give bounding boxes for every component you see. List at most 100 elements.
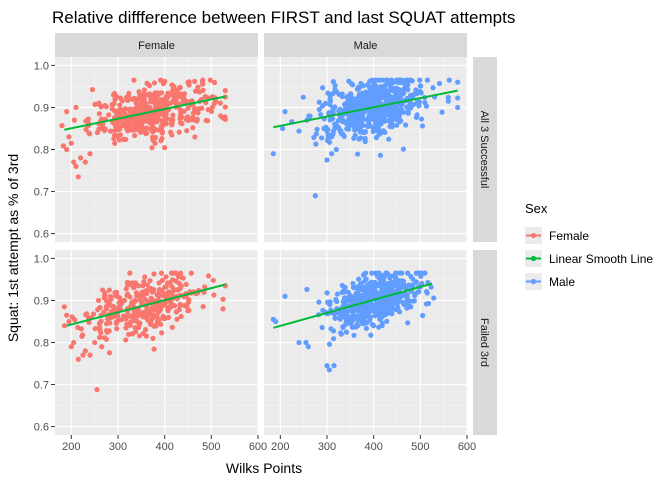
data-point bbox=[365, 114, 372, 121]
data-point-outlier bbox=[305, 344, 311, 350]
data-point bbox=[184, 128, 190, 134]
data-point bbox=[97, 327, 103, 333]
data-point bbox=[376, 324, 382, 330]
data-point bbox=[111, 108, 117, 114]
data-point bbox=[422, 99, 428, 106]
data-point bbox=[378, 121, 384, 127]
data-point bbox=[96, 320, 103, 326]
data-point bbox=[151, 271, 157, 277]
y-tick-label: 0.8 bbox=[34, 338, 49, 350]
data-point bbox=[406, 282, 412, 288]
panel-female-1 bbox=[55, 250, 259, 435]
data-point bbox=[404, 299, 410, 306]
data-point bbox=[419, 123, 426, 129]
data-point bbox=[87, 131, 93, 137]
data-point bbox=[164, 291, 170, 298]
data-point bbox=[162, 78, 168, 84]
data-point bbox=[126, 321, 132, 327]
data-point bbox=[175, 274, 182, 280]
data-point-outlier bbox=[87, 151, 93, 157]
data-point-outlier bbox=[71, 339, 77, 346]
data-point bbox=[194, 116, 200, 122]
data-point bbox=[162, 315, 168, 322]
data-point-outlier bbox=[455, 104, 461, 111]
data-point bbox=[145, 312, 151, 318]
data-point bbox=[211, 292, 217, 298]
y-tick-label: 0.9 bbox=[34, 295, 49, 307]
data-point bbox=[336, 125, 342, 131]
data-point bbox=[332, 82, 338, 89]
data-point bbox=[132, 132, 138, 139]
legend-entry-label: Female bbox=[549, 229, 589, 243]
data-point bbox=[118, 317, 125, 323]
data-point bbox=[146, 83, 153, 89]
data-point bbox=[193, 88, 199, 94]
data-point bbox=[134, 318, 140, 324]
data-point bbox=[330, 336, 337, 342]
data-point bbox=[134, 293, 140, 299]
data-point bbox=[140, 330, 146, 336]
data-point bbox=[106, 350, 113, 356]
data-point bbox=[296, 128, 302, 134]
data-point bbox=[200, 303, 206, 310]
data-point bbox=[365, 118, 372, 125]
x-tick-label: 600 bbox=[458, 441, 476, 453]
data-point bbox=[375, 125, 382, 132]
data-point bbox=[127, 270, 133, 276]
data-point-outlier bbox=[75, 356, 81, 362]
data-point bbox=[158, 138, 164, 144]
data-point bbox=[358, 124, 364, 130]
data-point bbox=[207, 77, 213, 83]
data-point bbox=[97, 304, 103, 311]
facet-strip-row-label: Failed 3rd bbox=[478, 318, 490, 367]
data-point bbox=[415, 289, 421, 295]
data-point bbox=[150, 137, 156, 143]
data-point bbox=[123, 117, 130, 123]
data-point bbox=[156, 286, 163, 293]
data-point bbox=[153, 323, 159, 329]
data-point bbox=[338, 331, 344, 337]
data-point bbox=[369, 270, 375, 276]
data-point bbox=[174, 316, 180, 322]
data-point bbox=[83, 126, 89, 133]
data-point bbox=[159, 111, 165, 117]
data-point bbox=[368, 314, 374, 320]
data-point bbox=[316, 99, 322, 105]
data-point-outlier bbox=[445, 98, 451, 104]
data-point bbox=[393, 296, 399, 302]
data-point-outlier bbox=[282, 109, 288, 115]
data-point bbox=[186, 79, 192, 85]
data-point bbox=[387, 309, 393, 315]
data-point bbox=[180, 275, 186, 281]
data-point bbox=[396, 111, 403, 117]
data-point bbox=[158, 306, 164, 312]
data-point bbox=[184, 303, 190, 310]
data-point bbox=[398, 118, 404, 124]
data-point bbox=[327, 117, 333, 123]
data-point bbox=[151, 346, 157, 352]
data-point bbox=[367, 308, 374, 314]
data-point bbox=[345, 94, 351, 101]
data-point bbox=[134, 122, 140, 128]
linear-smooth-line bbox=[64, 95, 226, 131]
data-point bbox=[388, 116, 395, 122]
data-point bbox=[381, 274, 387, 280]
data-point bbox=[331, 105, 337, 111]
data-point bbox=[439, 109, 445, 115]
data-point bbox=[106, 112, 112, 118]
legend-title: Sex bbox=[525, 201, 548, 216]
data-point bbox=[192, 78, 198, 84]
data-point bbox=[368, 332, 374, 338]
data-point bbox=[156, 99, 162, 105]
data-point bbox=[329, 133, 335, 140]
data-point bbox=[405, 320, 411, 326]
data-point bbox=[183, 116, 189, 122]
data-point-outlier bbox=[329, 151, 335, 157]
data-point bbox=[103, 327, 110, 334]
data-point bbox=[346, 78, 352, 84]
data-point bbox=[332, 125, 338, 131]
data-point bbox=[179, 121, 185, 127]
x-tick-label: 500 bbox=[202, 441, 220, 453]
data-point bbox=[365, 123, 371, 130]
